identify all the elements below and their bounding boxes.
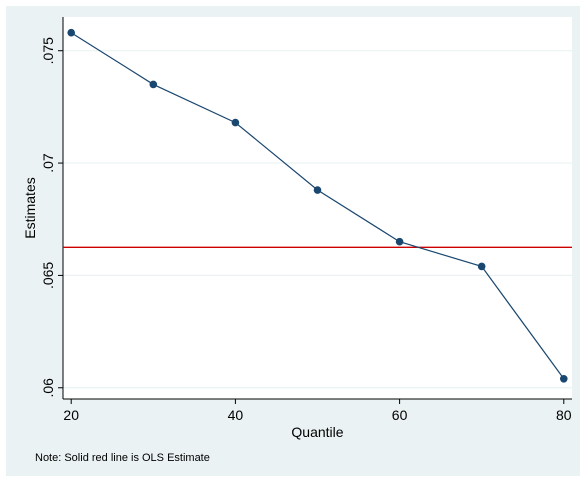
plot-area [63, 17, 572, 399]
data-point [149, 80, 158, 89]
x-tick-label: 60 [392, 407, 408, 423]
y-tick-label: .075 [40, 37, 56, 64]
tick-labels: .06 .065 .07 .075 20 40 60 80 [40, 37, 572, 423]
x-tick-label: 80 [556, 407, 572, 423]
y-axis-title: Estimates [22, 177, 38, 238]
data-point [559, 374, 568, 383]
data-point [231, 118, 240, 127]
chart-svg: .06 .065 .07 .075 20 40 60 80 Quantile Estimate… [22, 17, 572, 464]
x-tick-label: 40 [228, 407, 244, 423]
data-point [313, 186, 322, 194]
data-point [395, 237, 404, 246]
chart-note: Note: Solid red line is OLS Estimate [35, 452, 210, 464]
x-axis-title: Quantile [291, 424, 343, 440]
series-layer [67, 28, 568, 383]
data-point [67, 28, 76, 37]
data-point [477, 262, 486, 271]
y-tick-label: .07 [40, 153, 56, 173]
y-tick-label: .06 [40, 378, 56, 398]
x-tick-label: 20 [63, 407, 79, 423]
y-tick-label: .065 [40, 262, 56, 289]
axes [58, 17, 572, 404]
grid-lines [63, 50, 572, 389]
chart-figure: .06 .065 .07 .075 20 40 60 80 Quantile Estimate… [6, 6, 580, 476]
